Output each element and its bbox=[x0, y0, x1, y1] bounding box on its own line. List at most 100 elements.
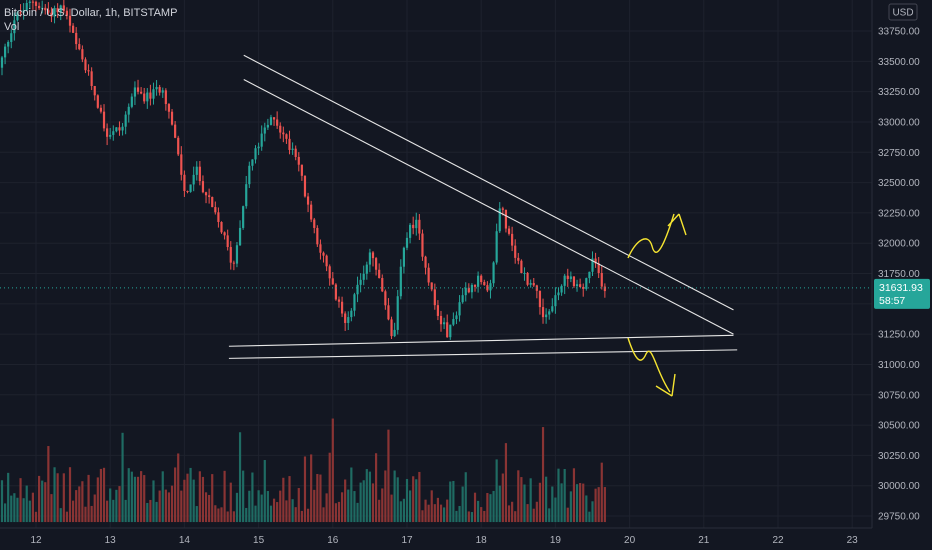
volume-bar bbox=[235, 492, 239, 523]
volume-bar bbox=[347, 489, 350, 523]
x-tick-label: 19 bbox=[550, 535, 562, 546]
volume-bar bbox=[334, 503, 337, 523]
last-price-value: 31631.93 bbox=[879, 282, 923, 294]
candle-body bbox=[164, 90, 167, 105]
candle-body bbox=[378, 269, 381, 279]
candle-body bbox=[399, 266, 402, 297]
volume-bar bbox=[130, 471, 133, 523]
x-tick-label: 23 bbox=[847, 535, 859, 546]
x-tick-label: 15 bbox=[253, 535, 265, 546]
volume-bar bbox=[41, 480, 44, 523]
volume-bar bbox=[87, 474, 90, 523]
volume-bar bbox=[585, 495, 588, 523]
volume-bar bbox=[405, 478, 409, 523]
x-tick-label: 12 bbox=[30, 535, 42, 546]
volume-bar bbox=[118, 486, 121, 523]
candle-body bbox=[464, 287, 467, 296]
candle-body bbox=[13, 20, 16, 34]
candle-body bbox=[328, 266, 331, 279]
candle-body bbox=[532, 283, 535, 286]
candle-body bbox=[37, 5, 41, 9]
volume-bar bbox=[238, 432, 242, 523]
candle-body bbox=[368, 252, 371, 265]
volume-bar bbox=[424, 499, 427, 523]
candle-body bbox=[192, 174, 195, 185]
volume-indicator-label[interactable]: Vol bbox=[4, 21, 20, 33]
x-tick-label: 20 bbox=[624, 535, 636, 546]
candle-body bbox=[25, 2, 28, 11]
candle-body bbox=[557, 292, 560, 296]
candle-body bbox=[405, 237, 409, 248]
volume-bar bbox=[62, 473, 65, 523]
candle-body bbox=[498, 208, 501, 232]
currency-button-label[interactable]: USD bbox=[892, 8, 913, 19]
candle-body bbox=[75, 32, 78, 45]
upper-resistance-2-trendline[interactable] bbox=[243, 79, 734, 335]
candle-body bbox=[421, 233, 424, 257]
volume-bar bbox=[541, 427, 545, 523]
candle-body bbox=[588, 271, 591, 279]
candle-body bbox=[353, 294, 356, 311]
candle-body bbox=[155, 87, 158, 90]
volume-bar bbox=[337, 501, 341, 523]
candle-body bbox=[112, 131, 115, 135]
candle-body bbox=[313, 219, 316, 228]
volume-bar bbox=[362, 480, 365, 523]
candle-body bbox=[65, 10, 69, 16]
candle-body bbox=[28, 1, 31, 3]
lower-support-2-trendline[interactable] bbox=[228, 349, 738, 359]
volume-bar bbox=[548, 508, 551, 523]
candle-body bbox=[115, 127, 118, 132]
candle-body bbox=[439, 315, 443, 325]
volume-bar bbox=[16, 497, 19, 523]
volume-bar bbox=[96, 477, 99, 523]
volume-bar bbox=[498, 485, 501, 523]
candle-body bbox=[325, 255, 328, 267]
volume-bar bbox=[313, 489, 316, 523]
candle-body bbox=[446, 322, 449, 338]
volume-bar bbox=[393, 470, 396, 523]
candle-body bbox=[371, 252, 375, 259]
candle-body bbox=[486, 285, 489, 291]
candle-body bbox=[211, 197, 214, 208]
volume-bar bbox=[353, 491, 356, 523]
currency-button[interactable] bbox=[888, 3, 918, 21]
volume-bar bbox=[177, 453, 180, 523]
volume-bar bbox=[143, 475, 146, 523]
candle-body bbox=[359, 279, 362, 285]
volume-bar bbox=[272, 498, 276, 523]
volume-bar bbox=[72, 500, 75, 523]
candle-body bbox=[232, 262, 235, 264]
candle-body bbox=[443, 322, 446, 325]
candle-body bbox=[418, 219, 421, 234]
candle-body bbox=[387, 305, 390, 320]
candle-body bbox=[285, 134, 288, 139]
lower-support-1-trendline[interactable] bbox=[228, 334, 734, 347]
volume-bar bbox=[569, 491, 572, 523]
breakout-up-arrow[interactable] bbox=[627, 213, 675, 259]
candle-body bbox=[96, 95, 99, 108]
volume-bar bbox=[532, 508, 535, 523]
candle-body bbox=[381, 278, 384, 292]
candle-body bbox=[201, 181, 205, 193]
volume-bar bbox=[412, 476, 415, 523]
volume-bar bbox=[291, 499, 294, 523]
candle-body bbox=[248, 165, 251, 185]
candle-body bbox=[208, 195, 211, 198]
volume-bar bbox=[495, 459, 498, 523]
candle-body bbox=[47, 10, 50, 13]
volume-bar bbox=[140, 471, 143, 523]
upper-resistance-1-trendline[interactable] bbox=[243, 54, 734, 311]
volume-bar bbox=[44, 482, 47, 523]
candle-body bbox=[68, 15, 72, 26]
candle-body bbox=[551, 306, 554, 312]
candle-body bbox=[452, 319, 455, 325]
breakdown-down-arrow[interactable] bbox=[627, 337, 671, 393]
candle-body bbox=[433, 289, 436, 306]
volume-bar bbox=[340, 492, 344, 523]
candle-body bbox=[514, 245, 517, 258]
volume-bar bbox=[161, 471, 164, 523]
candle-body bbox=[106, 128, 109, 137]
